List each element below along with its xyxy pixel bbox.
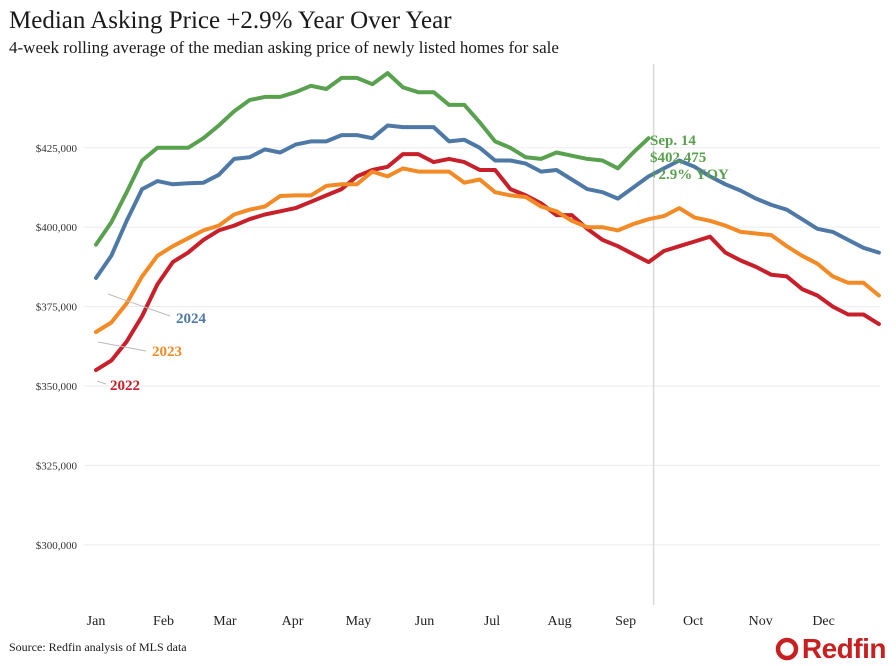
redfin-logo: Redfin	[775, 633, 887, 665]
series-line-2023	[94, 166, 881, 334]
series-line-2024	[94, 123, 881, 280]
x-tick-label: Dec	[812, 614, 835, 629]
x-tick-label: Nov	[749, 614, 773, 629]
annotation-line: +2.9% YOY	[650, 167, 729, 183]
y-tick-label: $400,000	[36, 222, 78, 234]
x-tick-label: Sep	[615, 614, 636, 629]
x-tick-label: Jan	[87, 614, 106, 629]
annotation-line: Sep. 14	[650, 133, 696, 149]
x-tick-label: Jul	[484, 614, 500, 629]
series-label-2024: 2024	[176, 311, 207, 327]
y-axis-ticks: $300,000 $325,000 $350,000 $375,000 $400,000…	[36, 143, 78, 552]
redfin-logo-icon	[775, 637, 799, 661]
y-tick-label: $350,000	[36, 381, 78, 393]
x-tick-label: Oct	[683, 614, 703, 629]
series-labels: 2022 2023 2024 Sep. 14$402,475+2.9% YOY	[96, 133, 729, 394]
leader-line-2022	[96, 380, 107, 385]
series-line-2022	[94, 152, 881, 373]
annotation-line: $402,475	[650, 150, 706, 166]
x-tick-label: Feb	[153, 614, 174, 629]
x-tick-label: May	[346, 614, 372, 629]
x-tick-label: Jun	[415, 614, 434, 629]
x-tick-label: Aug	[548, 614, 572, 629]
y-tick-label: $300,000	[36, 540, 78, 552]
leader-line-2023	[97, 341, 147, 352]
chart-title: Median Asking Price +2.9% Year Over Year	[9, 7, 452, 34]
y-tick-label: $325,000	[36, 460, 78, 472]
y-tick-label: $425,000	[36, 143, 78, 155]
series-label-2023: 2023	[152, 344, 182, 360]
series-label-2022: 2022	[110, 378, 140, 394]
x-axis-ticks: Jan Feb Mar Apr May Jun Jul Aug Sep Oct Nov Dec	[87, 614, 835, 629]
series-line-2025	[94, 71, 651, 247]
x-tick-label: Mar	[213, 614, 237, 629]
y-tick-label: $375,000	[36, 302, 78, 314]
x-tick-label: Apr	[282, 614, 304, 629]
chart-subtitle: 4-week rolling average of the median ask…	[9, 38, 559, 57]
grid	[84, 147, 880, 546]
leader-line-2024	[107, 293, 171, 317]
source-note: Source: Redfin analysis of MLS data	[9, 640, 187, 654]
series-lines	[94, 71, 881, 373]
redfin-logo-text: Redfin	[801, 633, 887, 664]
